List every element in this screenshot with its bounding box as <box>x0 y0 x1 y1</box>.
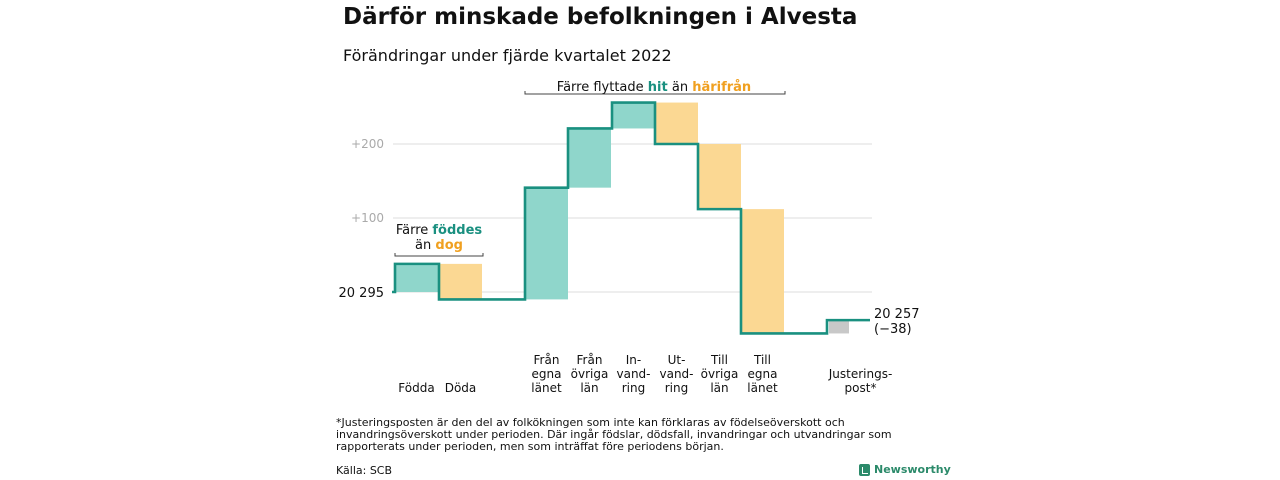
category-label: ring <box>665 381 689 395</box>
category-label: län <box>710 381 728 395</box>
brand-logo: Newsworthy <box>859 463 951 476</box>
category-label: In- <box>626 353 641 367</box>
annotation-migration: Färre flyttade hit än härifrån <box>557 80 751 95</box>
end-change-label: (−38) <box>874 322 912 337</box>
cumulative-step-line <box>392 101 870 335</box>
category-label: övriga <box>701 367 739 381</box>
category-label: vand- <box>616 367 650 381</box>
y-tick-label: +100 <box>351 211 384 225</box>
category-label: Till <box>753 353 771 367</box>
category-label: post* <box>845 381 877 395</box>
brand-name: Newsworthy <box>874 463 951 476</box>
category-label: Från <box>534 353 560 367</box>
category-label: ring <box>622 381 646 395</box>
bar-1 <box>395 263 438 292</box>
annotation-births: Färre föddes <box>396 223 483 238</box>
category-label: Justerings- <box>828 367 893 381</box>
annotation-births: än dog <box>415 238 463 253</box>
bar-4 <box>568 128 611 188</box>
end-value-label: 20 257 <box>874 307 920 322</box>
chart-subtitle: Förändringar under fjärde kvartalet 2022 <box>343 46 672 65</box>
annotation-bracket <box>394 253 484 257</box>
category-label: länet <box>747 381 778 395</box>
annotation-bracket <box>524 91 786 95</box>
category-label: Födda <box>398 381 434 395</box>
bar-2 <box>439 263 482 300</box>
bar-8 <box>741 209 784 334</box>
start-value-label: 20 295 <box>339 286 385 301</box>
category-label: vand- <box>659 367 693 381</box>
source-note: Källa: SCB <box>336 464 393 477</box>
category-label: Till <box>710 353 728 367</box>
y-tick-label: +200 <box>351 137 384 151</box>
chart-title: Därför minskade befolkningen i Alvesta <box>343 4 858 30</box>
category-label: övriga <box>571 367 609 381</box>
category-label: Döda <box>445 381 477 395</box>
category-label: egna <box>748 367 778 381</box>
newsworthy-icon <box>859 463 870 476</box>
category-label: egna <box>532 367 562 381</box>
bar-5 <box>612 102 655 129</box>
bar-9 <box>829 320 849 334</box>
footnote: *Justeringsposten är den del av folkökni… <box>336 416 892 453</box>
category-label: län <box>580 381 598 395</box>
bar-3 <box>525 187 568 300</box>
bar-6 <box>655 102 698 144</box>
bar-7 <box>698 144 741 210</box>
category-label: länet <box>531 381 562 395</box>
category-label: Från <box>577 353 603 367</box>
category-label: Ut- <box>668 353 686 367</box>
